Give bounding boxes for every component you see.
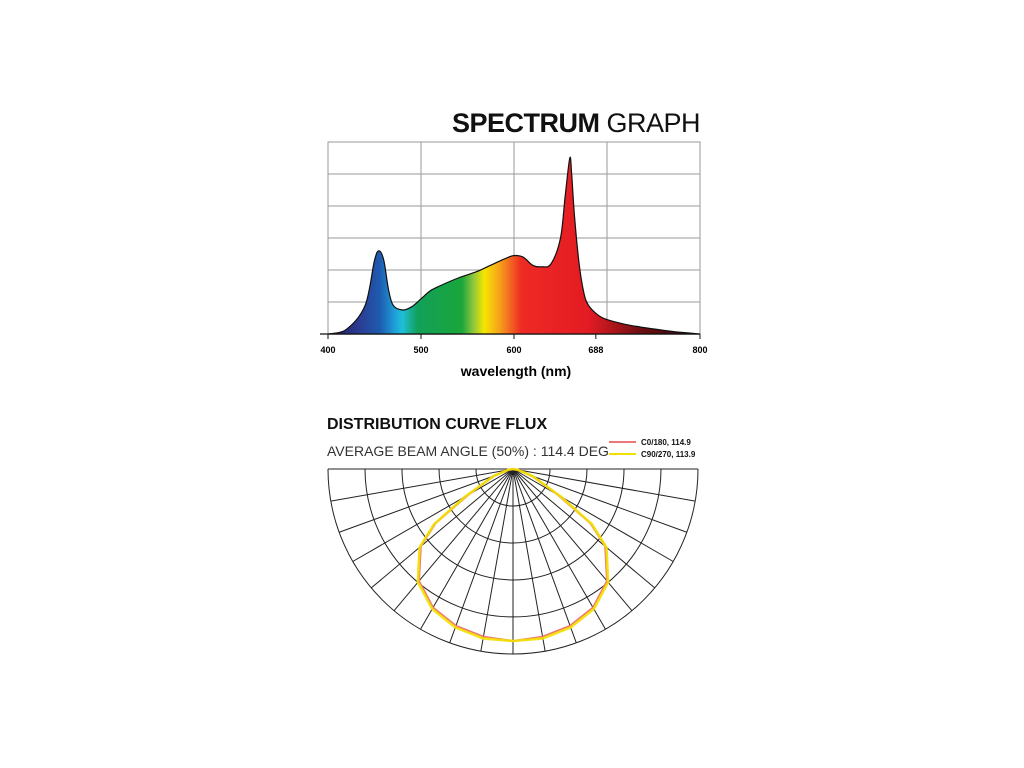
spectrum-grid (320, 141, 701, 335)
polar-series (416, 467, 610, 643)
polar-spoke (393, 468, 514, 612)
spectrum-tick-label: 400 (320, 345, 335, 355)
legend-item-c0: C0/180, 114.9 (609, 437, 695, 447)
distribution-title: DISTRIBUTION CURVE FLUX (327, 416, 548, 433)
spectrum-chart: 400 500 600 688 800 wavelength (nm) (320, 141, 708, 379)
legend-label-c0: C0/180, 114.9 (641, 437, 691, 447)
polar-spoke (420, 468, 514, 630)
legend-label-c90: C90/270, 113.9 (641, 449, 696, 459)
polar-spoke (480, 468, 514, 652)
polar-series-c90 (416, 467, 610, 643)
polar-ring (401, 468, 625, 581)
polar-spoke (512, 468, 674, 562)
polar-ring (438, 468, 588, 544)
polar-legend: C0/180, 114.9 C90/270, 113.9 (609, 437, 695, 461)
polar-spoke (512, 468, 546, 652)
polar-spoke (512, 468, 696, 502)
polar-spoke (370, 468, 514, 589)
polar-spoke (512, 468, 688, 533)
spectrum-curve (327, 156, 701, 335)
spectrum-x-ticks: 400 500 600 688 800 (320, 334, 708, 355)
title-light: GRAPH (606, 108, 700, 138)
polar-spoke (512, 468, 577, 644)
polar-spoke (449, 468, 514, 644)
spectrum-tick-label: 800 (692, 345, 707, 355)
legend-item-c90: C90/270, 113.9 (609, 449, 695, 459)
polar-spoke (512, 468, 633, 612)
polar-spoke (330, 468, 514, 502)
beam-angle-text: AVERAGE BEAM ANGLE (50%) : 114.4 DEG (327, 443, 609, 459)
spectrum-tick-label: 600 (506, 345, 521, 355)
legend-swatch-c90 (609, 453, 636, 455)
polar-ring (364, 468, 662, 618)
polar-spoke (512, 468, 656, 589)
polar-series-c0 (418, 468, 608, 642)
spectrum-tick-label: 500 (413, 345, 428, 355)
polar-spoke (352, 468, 514, 562)
legend-swatch-c0 (609, 441, 636, 443)
polar-ring (475, 468, 551, 507)
title-bold: SPECTRUM (451, 108, 600, 138)
spectrum-tick-label: 688 (588, 345, 603, 355)
polar-spoke (338, 468, 514, 533)
spectrum-title: SPECTRUM GRAPH (440, 108, 701, 139)
polar-spoke (512, 468, 606, 630)
polar-grid (327, 468, 699, 655)
spectrum-x-axis-label: wavelength (nm) (460, 363, 571, 379)
polar-ring (327, 468, 699, 655)
